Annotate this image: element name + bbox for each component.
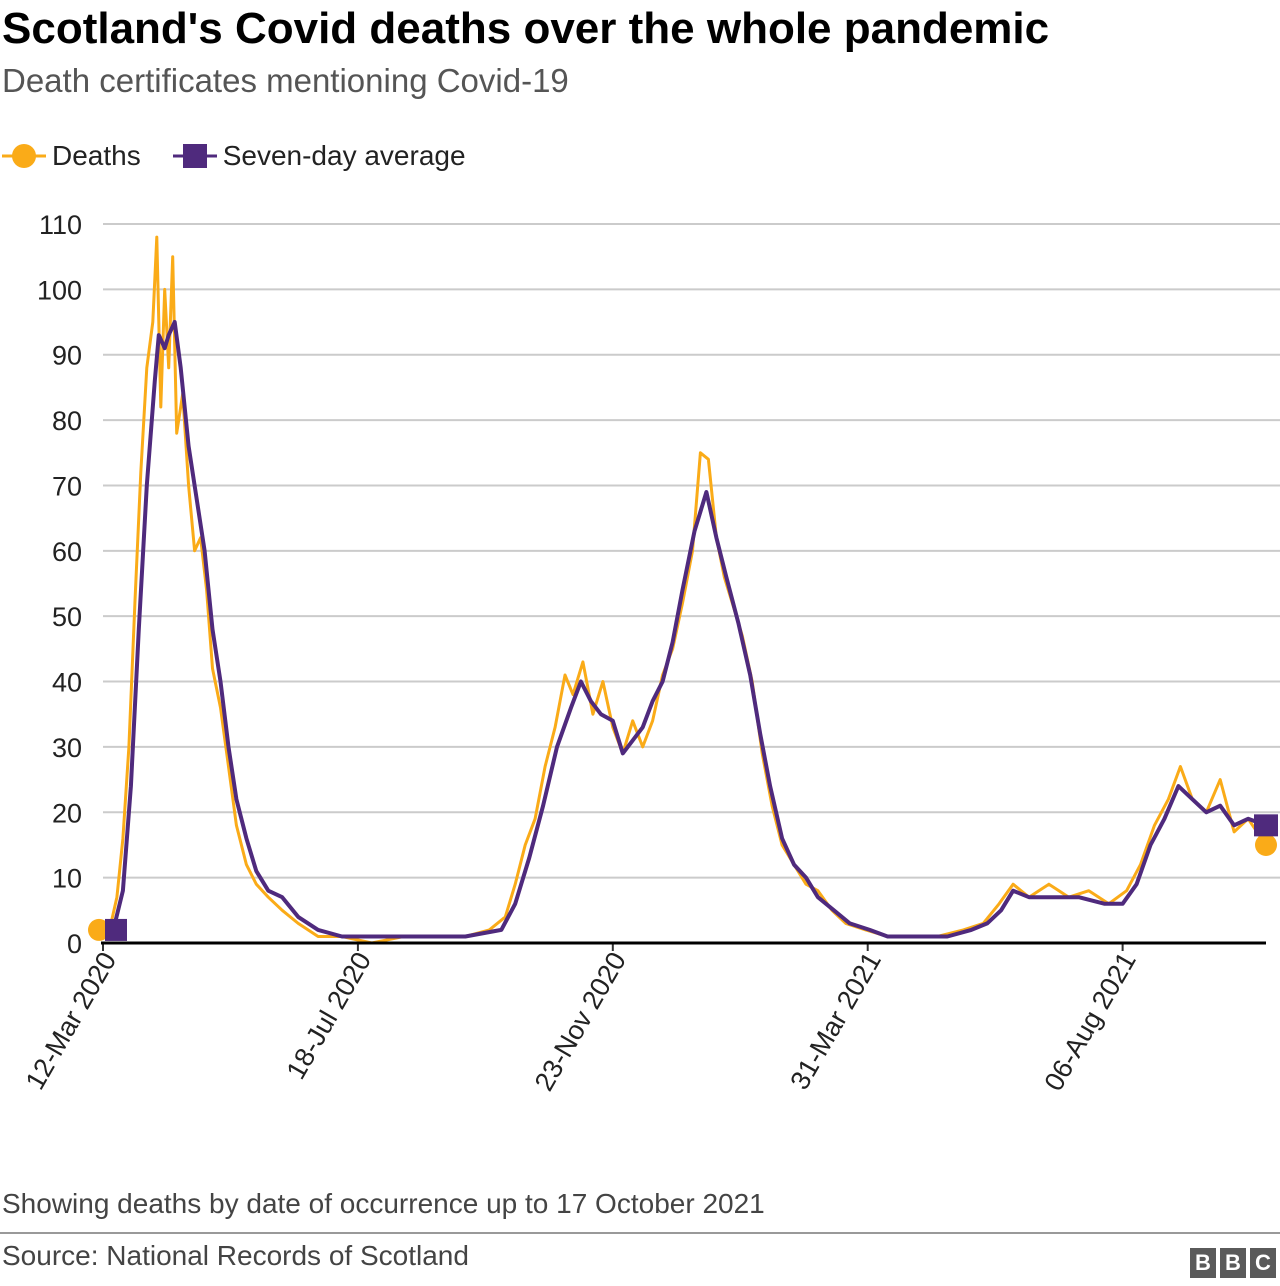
x-tick-label: 23-Nov 2020 — [529, 947, 632, 1096]
deaths-start-marker — [88, 918, 110, 941]
chart-legend: Deaths Seven-day average — [2, 136, 498, 176]
legend-item-deaths: Deaths — [2, 140, 141, 172]
y-tick-label: 50 — [52, 602, 82, 632]
legend-item-average: Seven-day average — [172, 140, 466, 172]
chart-title: Scotland's Covid deaths over the whole p… — [2, 4, 1050, 53]
x-tick-label: 31-Mar 2021 — [784, 947, 887, 1095]
y-tick-label: 110 — [39, 210, 82, 240]
y-tick-label: 100 — [37, 275, 82, 305]
deaths-end-marker — [1255, 833, 1277, 856]
y-tick-label: 10 — [52, 864, 82, 894]
y-tick-label: 0 — [67, 929, 82, 959]
chart-subtitle: Death certificates mentioning Covid-19 — [2, 62, 569, 99]
deaths-legend-swatch-icon — [2, 144, 46, 168]
footnote: Showing deaths by date of occurrence up … — [2, 1188, 765, 1219]
legend-label-deaths: Deaths — [52, 140, 141, 171]
y-tick-label: 60 — [52, 537, 82, 567]
series-line-seven-day-average — [102, 320, 1267, 939]
average-legend-swatch-icon — [172, 144, 217, 168]
y-tick-label: 30 — [52, 733, 82, 763]
y-tick-label: 90 — [52, 341, 82, 371]
y-tick-label: 80 — [52, 406, 82, 436]
logo-letter: B — [1220, 1248, 1246, 1278]
y-tick-label: 70 — [52, 471, 82, 501]
average-end-marker — [1254, 814, 1278, 837]
bbc-logo: B B C — [1186, 1248, 1276, 1278]
legend-label-average: Seven-day average — [222, 140, 466, 171]
chart-area: 0 10 20 30 40 50 60 70 80 90 100 110 12-Mar 2020 18-J… — [20, 210, 1280, 1096]
logo-letter: B — [1190, 1248, 1216, 1278]
average-start-marker — [105, 918, 127, 941]
source-note: Source: National Records of Scotland — [2, 1240, 469, 1271]
x-tick-label: 18-Jul 2020 — [281, 947, 378, 1084]
y-tick-label: 40 — [52, 668, 82, 698]
logo-letter: C — [1250, 1248, 1276, 1278]
x-tick-label: 12-Mar 2020 — [20, 947, 123, 1095]
y-tick-label: 20 — [52, 798, 82, 828]
footer-divider — [0, 1232, 1280, 1234]
x-tick-label: 06-Aug 2021 — [1039, 947, 1142, 1096]
